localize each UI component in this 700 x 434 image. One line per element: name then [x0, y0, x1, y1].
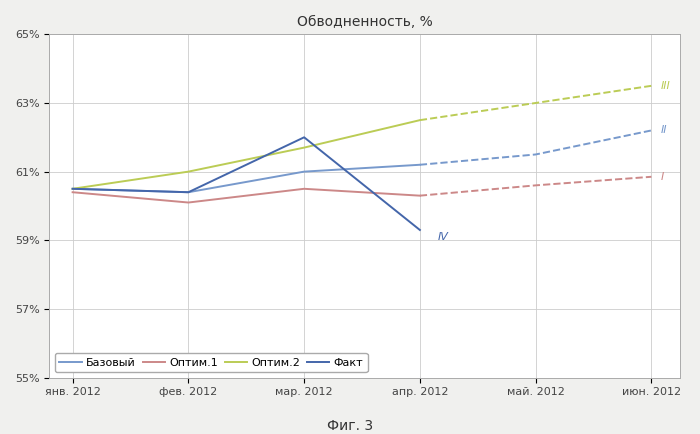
Text: III: III	[661, 81, 671, 91]
Legend: Базовый, Оптим.1, Оптим.2, Факт: Базовый, Оптим.1, Оптим.2, Факт	[55, 353, 368, 372]
Title: Обводненность, %: Обводненность, %	[297, 15, 433, 29]
Text: IV: IV	[438, 232, 448, 242]
Text: I: I	[661, 172, 664, 182]
Text: Фиг. 3: Фиг. 3	[327, 419, 373, 433]
Text: II: II	[661, 125, 667, 135]
